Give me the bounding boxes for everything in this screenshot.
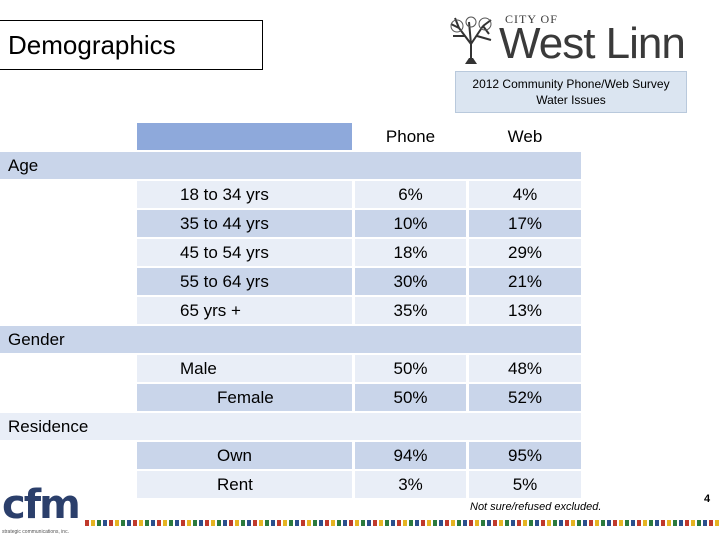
table-header-row: Phone Web bbox=[137, 123, 581, 150]
table-row: Rent 3% 5% bbox=[137, 471, 581, 498]
phone-value: 18% bbox=[393, 243, 428, 262]
cfm-logo-text: cfm bbox=[2, 482, 81, 528]
survey-label: 2012 Community Phone/Web Survey Water Is… bbox=[455, 71, 687, 113]
web-value: 95% bbox=[507, 446, 543, 465]
web-value: 29% bbox=[507, 243, 543, 262]
title-box bbox=[0, 20, 263, 70]
footer-stripe bbox=[85, 520, 720, 526]
phone-value: 94% bbox=[393, 446, 428, 465]
city-logo: CITY OF West Linn bbox=[445, 12, 695, 68]
section-row-age: Age bbox=[0, 152, 581, 179]
row-label: 35 to 44 yrs bbox=[180, 214, 269, 233]
phone-value: 3% bbox=[398, 475, 423, 494]
row-label: 18 to 34 yrs bbox=[180, 185, 269, 204]
col-header-web: Web bbox=[507, 127, 543, 146]
phone-value: 6% bbox=[398, 185, 423, 204]
table-row: Own 94% 95% bbox=[137, 442, 581, 469]
survey-title: 2012 Community Phone/Web Survey bbox=[472, 77, 670, 91]
section-label: Residence bbox=[8, 417, 89, 436]
table-row: Female 50% 52% bbox=[137, 384, 581, 411]
page-number: 4 bbox=[704, 493, 711, 505]
section-label: Gender bbox=[8, 330, 65, 349]
phone-value: 10% bbox=[393, 214, 428, 233]
col-header-phone: Phone bbox=[385, 127, 436, 146]
logo-city-name: West Linn bbox=[499, 19, 686, 68]
table-row: 18 to 34 yrs 6% 4% bbox=[137, 181, 581, 208]
table-row: 55 to 64 yrs 30% 21% bbox=[137, 268, 581, 295]
page-title: Demographics bbox=[8, 30, 176, 60]
logo-city-label: CITY OF bbox=[505, 12, 558, 26]
web-value: 17% bbox=[507, 214, 543, 233]
web-value: 52% bbox=[507, 388, 543, 407]
cfm-logo: cfm strategic communications, inc. bbox=[0, 482, 90, 540]
phone-value: 50% bbox=[393, 388, 428, 407]
section-row-gender: Gender bbox=[0, 326, 581, 353]
web-value: 21% bbox=[507, 272, 543, 291]
row-label: 55 to 64 yrs bbox=[180, 272, 269, 291]
row-label: Male bbox=[180, 359, 217, 378]
row-label: Own bbox=[217, 446, 252, 465]
table-row: 35 to 44 yrs 10% 17% bbox=[137, 210, 581, 237]
footnote: Not sure/refused excluded. bbox=[470, 501, 602, 513]
table-row: Male 50% 48% bbox=[137, 355, 581, 382]
web-value: 5% bbox=[512, 475, 538, 494]
row-label: 45 to 54 yrs bbox=[180, 243, 269, 262]
cfm-logo-tagline: strategic communications, inc. bbox=[2, 529, 69, 535]
row-label: 65 yrs + bbox=[180, 301, 241, 320]
section-row-residence: Residence bbox=[0, 413, 581, 440]
phone-value: 50% bbox=[393, 359, 428, 378]
table-row: 65 yrs + 35% 13% bbox=[137, 297, 581, 324]
row-label: Female bbox=[217, 388, 274, 407]
table-row: 45 to 54 yrs 18% 29% bbox=[137, 239, 581, 266]
web-value: 48% bbox=[507, 359, 543, 378]
web-value: 4% bbox=[512, 185, 538, 204]
phone-value: 35% bbox=[393, 301, 428, 320]
row-label: Rent bbox=[217, 475, 253, 494]
survey-subtitle: Water Issues bbox=[536, 93, 606, 107]
tree-icon bbox=[445, 14, 497, 66]
web-value: 13% bbox=[507, 301, 543, 320]
phone-value: 30% bbox=[393, 272, 428, 291]
section-label: Age bbox=[8, 156, 39, 175]
